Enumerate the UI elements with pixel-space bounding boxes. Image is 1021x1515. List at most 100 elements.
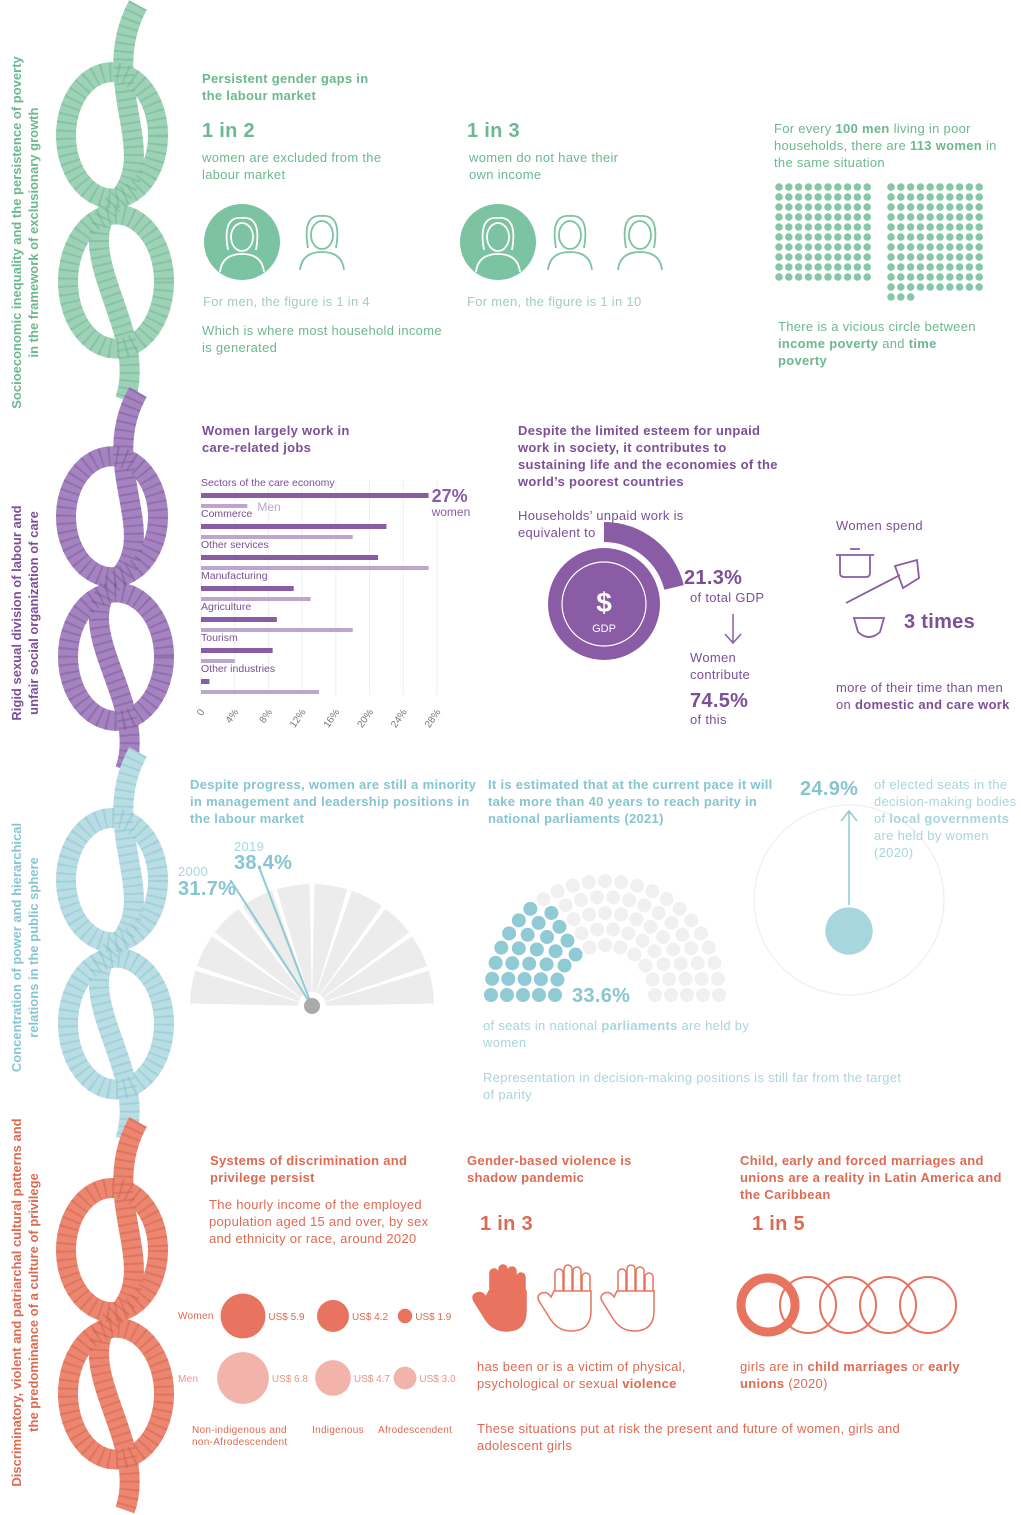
bar bbox=[201, 679, 209, 684]
seat-dot bbox=[532, 916, 546, 930]
seat-dot bbox=[540, 957, 554, 971]
bar bbox=[201, 617, 277, 622]
person-dot bbox=[907, 213, 915, 221]
seat-dot bbox=[550, 973, 564, 987]
seat-dot bbox=[489, 956, 503, 970]
person-dot bbox=[854, 183, 862, 191]
person-dot bbox=[834, 263, 842, 271]
person-dot bbox=[907, 193, 915, 201]
person-dot bbox=[887, 183, 895, 191]
seat-dot bbox=[702, 941, 716, 955]
person-dot bbox=[814, 213, 822, 221]
text-part: child marriages bbox=[807, 1359, 908, 1374]
infographic: 04%8%12%16%20%24%28%Sectors of the care … bbox=[0, 0, 1021, 1515]
seat-dot bbox=[505, 956, 519, 970]
category-label: Other services bbox=[201, 539, 269, 551]
person-dot bbox=[844, 233, 852, 241]
person-dot bbox=[966, 213, 974, 221]
seat-dot bbox=[494, 941, 508, 955]
seat-dot bbox=[540, 930, 554, 944]
hand-palm bbox=[473, 1291, 526, 1331]
note: These situations put at risk the present… bbox=[477, 1420, 927, 1454]
bar bbox=[201, 524, 386, 529]
person-dot bbox=[897, 263, 905, 271]
text-part: (2020) bbox=[784, 1376, 827, 1391]
seat-dot bbox=[656, 957, 670, 971]
seat-dot bbox=[532, 988, 546, 1002]
seat-dot bbox=[484, 988, 498, 1002]
person-dot bbox=[956, 243, 964, 251]
person-dot bbox=[926, 283, 934, 291]
value-label: 31.7% bbox=[178, 877, 236, 901]
person-dot bbox=[814, 223, 822, 231]
bubble bbox=[398, 1309, 412, 1323]
text-part: income poverty bbox=[778, 336, 878, 351]
person-dot bbox=[785, 273, 793, 281]
seat-dot bbox=[621, 926, 635, 940]
heading: It is estimated that at the current pace… bbox=[488, 776, 778, 827]
bubble bbox=[394, 1367, 417, 1390]
person-dot bbox=[897, 203, 905, 211]
x-tick-label: 12% bbox=[288, 707, 309, 730]
text-part: girls are in bbox=[740, 1359, 807, 1374]
person-dot bbox=[844, 183, 852, 191]
seat-dot bbox=[512, 913, 526, 927]
seat-dot bbox=[598, 938, 612, 952]
person-dot bbox=[897, 213, 905, 221]
person-dot bbox=[887, 203, 895, 211]
person-dot bbox=[887, 243, 895, 251]
bubble bbox=[217, 1352, 269, 1404]
heading: Child, early and forced marriages and un… bbox=[740, 1152, 1015, 1203]
seat-dot bbox=[567, 912, 581, 926]
person-dot bbox=[956, 193, 964, 201]
person-dot bbox=[785, 243, 793, 251]
person-dot bbox=[795, 263, 803, 271]
figure: 3 times bbox=[904, 610, 975, 634]
person-dot bbox=[805, 213, 813, 221]
person-dot bbox=[795, 223, 803, 231]
note: For men, the figure is 1 in 4 bbox=[203, 293, 443, 310]
seat-dot bbox=[558, 959, 572, 973]
caption: Women spend bbox=[836, 517, 923, 534]
text-part: or bbox=[908, 1359, 928, 1374]
woman-icon-body bbox=[300, 252, 344, 270]
seat-dot bbox=[674, 957, 688, 971]
seat-dot bbox=[644, 920, 658, 934]
person-dot bbox=[814, 183, 822, 191]
person-dot bbox=[844, 253, 852, 261]
text-part: parliaments bbox=[601, 1018, 677, 1033]
person-dot bbox=[926, 193, 934, 201]
seat-dot bbox=[516, 988, 530, 1002]
person-dot bbox=[785, 223, 793, 231]
person-dot bbox=[863, 253, 871, 261]
seat-dot bbox=[627, 948, 641, 962]
seat-dot bbox=[548, 988, 562, 1002]
person-dot bbox=[946, 233, 954, 241]
person-dot bbox=[926, 263, 934, 271]
column-label: Indigenous bbox=[312, 1425, 364, 1437]
figure: 1 in 2 bbox=[202, 119, 255, 143]
text-part: are held by women (2020) bbox=[874, 828, 989, 860]
person-dot bbox=[834, 203, 842, 211]
bubble bbox=[221, 1294, 266, 1339]
heading: Despite progress, women are still a mino… bbox=[190, 776, 480, 827]
seat-dot bbox=[551, 884, 565, 898]
hand-palm bbox=[601, 1291, 654, 1331]
person-dot bbox=[805, 243, 813, 251]
seat-dot bbox=[652, 906, 666, 920]
hand-palm bbox=[538, 1291, 591, 1331]
person-dot bbox=[785, 193, 793, 201]
person-dot bbox=[844, 273, 852, 281]
person-dot bbox=[907, 183, 915, 191]
category-label: Agriculture bbox=[201, 601, 251, 613]
category-label: Other industries bbox=[201, 663, 275, 675]
category-label: Commerce bbox=[201, 508, 253, 520]
person-dot bbox=[975, 213, 983, 221]
seat-dot bbox=[518, 972, 532, 986]
seat-dot bbox=[582, 908, 596, 922]
seat-dot bbox=[614, 908, 628, 922]
seat-dot bbox=[566, 879, 580, 893]
woman-icon-face bbox=[311, 221, 333, 249]
person-dot bbox=[824, 243, 832, 251]
person-dot bbox=[966, 283, 974, 291]
